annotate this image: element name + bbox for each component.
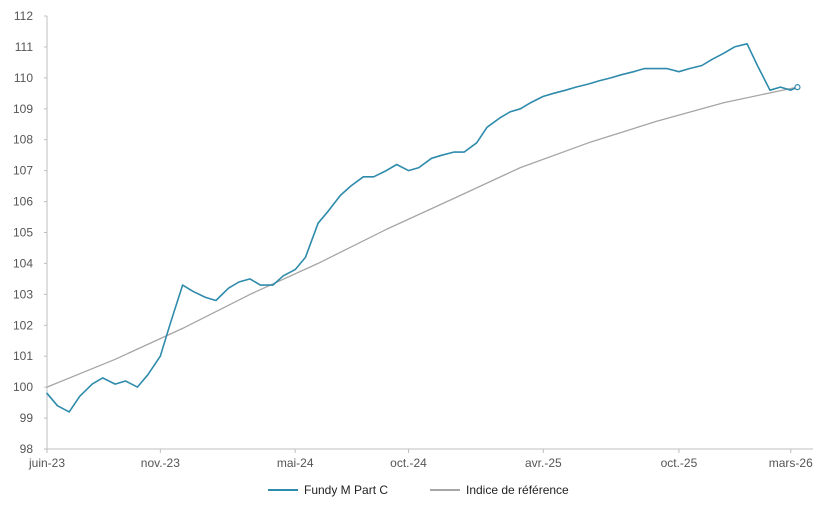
y-tick-label: 99 [20,411,34,425]
y-tick-label: 109 [13,102,33,116]
x-tick-label: juin-23 [28,456,65,470]
fund-line [46,42,799,413]
reference-index-line [46,86,799,388]
y-tick-label: 101 [13,349,33,363]
y-tick-label: 105 [13,226,33,240]
legend-label: Fundy M Part C [304,483,388,497]
axes: 98 99 100 101 102 103 104 105 106 107 108 109 110 111… [13,9,813,470]
x-tick-label: oct.-25 [661,456,698,470]
y-tick-label: 98 [20,442,34,456]
y-tick-label: 100 [13,380,33,394]
y-tick-label: 112 [14,9,33,23]
y-tick-label: 108 [13,133,33,147]
legend-label: Indice de référence [466,483,569,497]
series-lines [46,42,801,413]
y-tick-label: 110 [14,71,33,85]
x-tick-label: mai-24 [277,456,314,470]
x-tick-label: nov.-23 [141,456,180,470]
y-tick-label: 104 [13,256,33,270]
x-tick-label: oct.-24 [390,456,427,470]
legend: Fundy M Part C Indice de référence [268,483,569,497]
y-tick-label: 106 [13,195,33,209]
y-tick-label: 103 [13,287,33,301]
y-tick-label: 107 [13,164,33,178]
fund-end-marker [794,84,801,91]
y-tick-label: 102 [13,318,33,332]
x-tick-label: mars-26 [769,456,813,470]
x-tick-label: avr.-25 [525,456,562,470]
y-tick-label: 111 [15,40,34,54]
